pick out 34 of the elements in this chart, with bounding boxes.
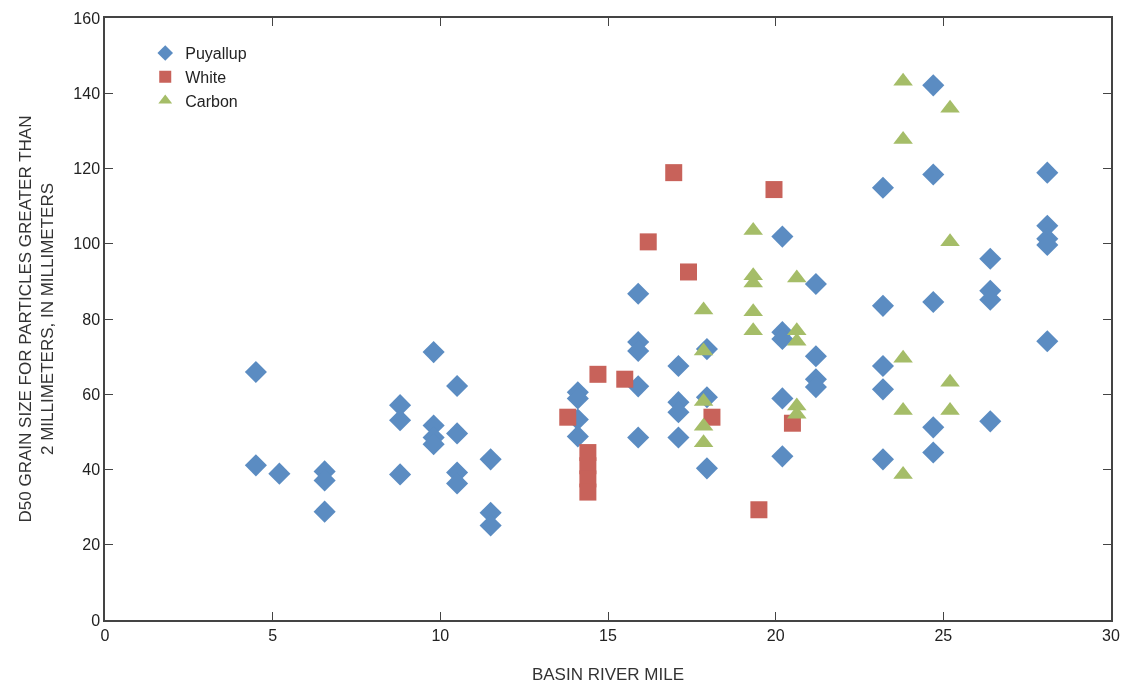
point bbox=[940, 233, 960, 247]
point bbox=[589, 365, 607, 383]
point bbox=[940, 401, 960, 415]
x-tick-label: 5 bbox=[268, 626, 278, 644]
y-tick-label: 120 bbox=[73, 160, 101, 178]
y-axis-title: D50 GRAIN SIZE FOR PARTICLES GREATER THAN 2 MILLIMETERS, IN MILLIMETERS bbox=[16, 115, 58, 523]
point bbox=[940, 99, 960, 113]
point bbox=[893, 465, 913, 479]
x-tick-label: 25 bbox=[934, 626, 953, 644]
point bbox=[679, 263, 697, 281]
point bbox=[750, 501, 768, 519]
point bbox=[559, 408, 577, 426]
legend-label: Puyallup bbox=[185, 45, 247, 63]
point bbox=[579, 483, 597, 501]
y-tick-label: 140 bbox=[73, 84, 101, 102]
y-tick-label: 160 bbox=[73, 9, 101, 27]
y-tick-label: 60 bbox=[82, 385, 101, 403]
x-tick-label: 20 bbox=[766, 626, 785, 644]
point bbox=[616, 370, 634, 388]
point bbox=[893, 401, 913, 415]
point bbox=[940, 373, 960, 387]
x-axis-title: BASIN RIVER MILE bbox=[531, 664, 685, 684]
x-tick-label: 10 bbox=[431, 626, 450, 644]
point bbox=[893, 72, 913, 86]
y-tick-label: 80 bbox=[82, 310, 101, 328]
y-tick-label: 20 bbox=[82, 536, 101, 554]
legend-label: White bbox=[185, 69, 227, 86]
x-tick-label: 15 bbox=[599, 626, 617, 644]
point bbox=[893, 349, 913, 363]
y-tick-label: 40 bbox=[82, 461, 101, 479]
y-tick-label: 0 bbox=[91, 611, 101, 629]
x-tick-label: 30 bbox=[1102, 626, 1120, 644]
y-tick-label: 100 bbox=[73, 235, 101, 253]
legend-label: Carbon bbox=[185, 92, 238, 110]
